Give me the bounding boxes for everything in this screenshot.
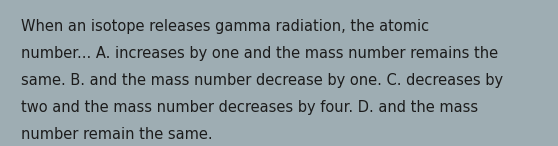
Text: number remain the same.: number remain the same. <box>21 127 213 142</box>
Text: When an isotope releases gamma radiation, the atomic: When an isotope releases gamma radiation… <box>21 19 429 34</box>
Text: number... A. increases by one and the mass number remains the: number... A. increases by one and the ma… <box>21 46 498 61</box>
Text: two and the mass number decreases by four. D. and the mass: two and the mass number decreases by fou… <box>21 100 478 115</box>
Text: same. B. and the mass number decrease by one. C. decreases by: same. B. and the mass number decrease by… <box>21 73 503 88</box>
